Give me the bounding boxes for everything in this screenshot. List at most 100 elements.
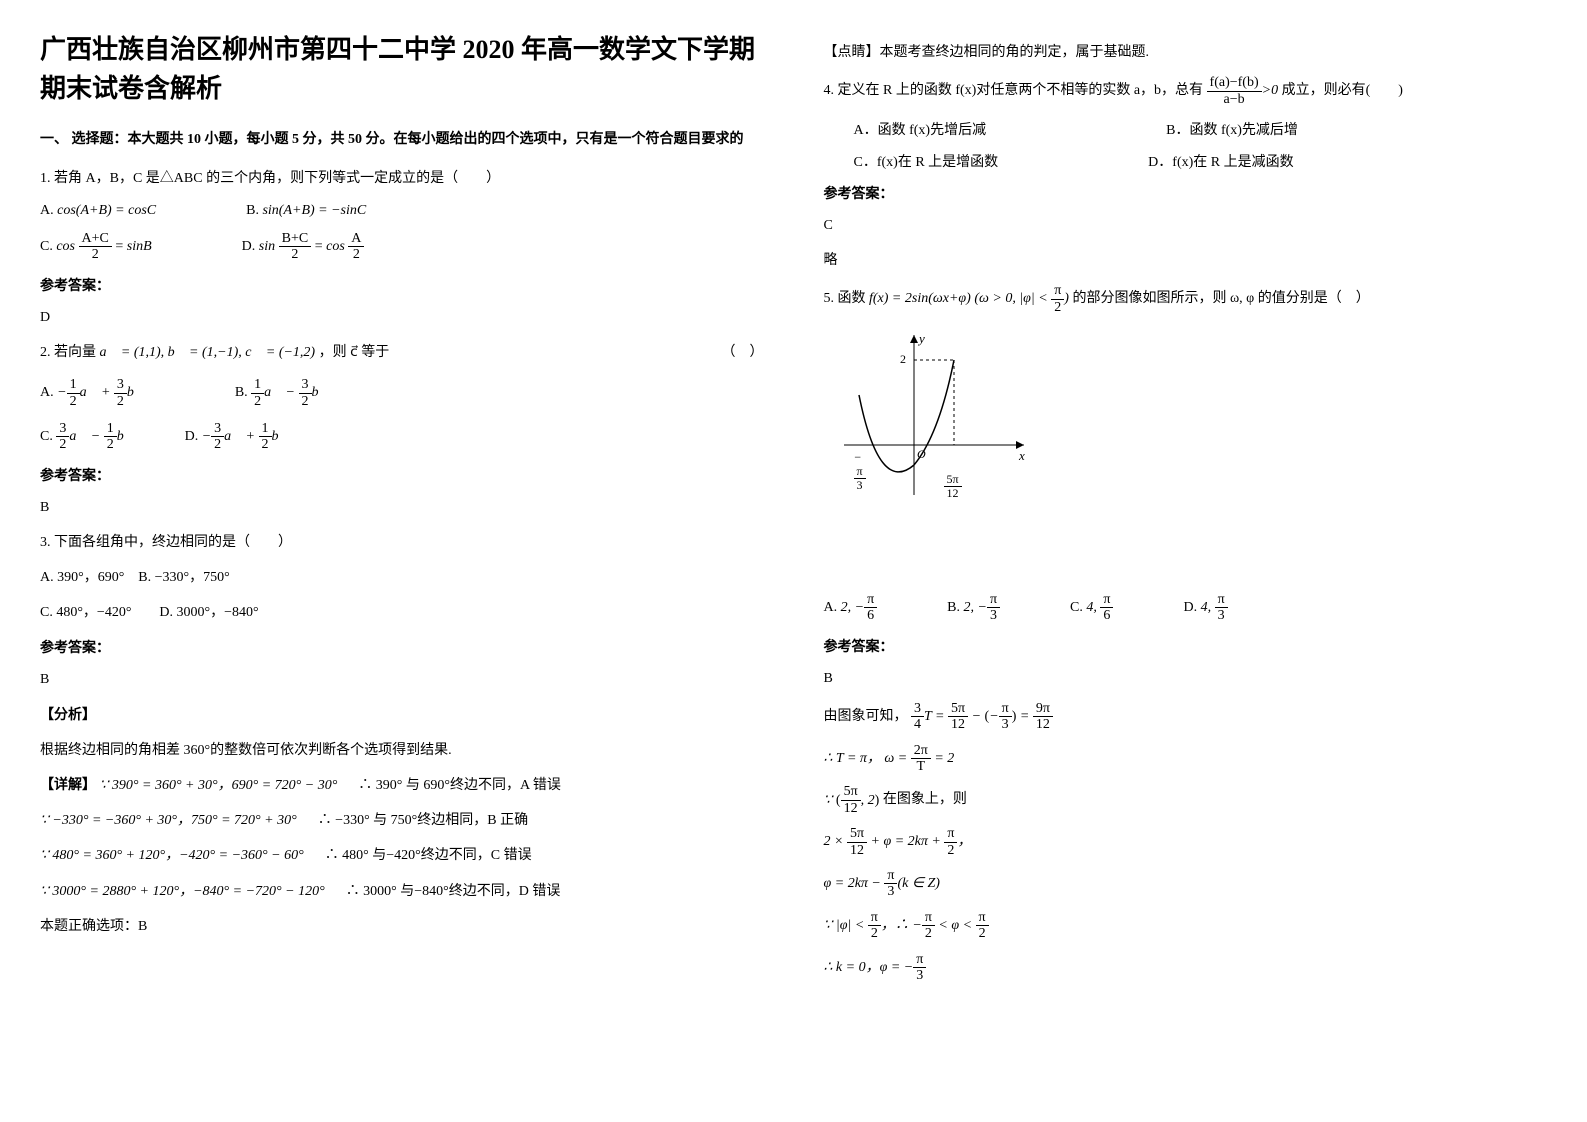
q4-opt-d: D．f(x)在 R 上是减函数 xyxy=(1148,151,1293,171)
y-arrow xyxy=(910,335,918,343)
q5-sol-4: 2 × 5π12 + φ = 2kπ + π2， xyxy=(824,826,1548,858)
q1-opt-c: C. cos A+C2 = sinB xyxy=(40,231,152,263)
q2-ans: B xyxy=(40,495,764,520)
q1-a-math: cos(A+B) = cosC xyxy=(57,203,156,218)
q3-l3a: ∵ 480° = 360° + 120°，−420° = −360° − 60° xyxy=(40,848,304,863)
q3-l1a: ∵ 390° = 360° + 30°，690° = 720° − 30° xyxy=(100,778,338,793)
q3-l4a: ∵ 3000° = 2880° + 120°，−840° = −720° − 1… xyxy=(40,884,325,899)
q4-opt-b: B．函数 f(x)先减后增 xyxy=(1166,119,1298,139)
q2-opt-d: D. −32a⃗ + 12b⃗ xyxy=(185,421,290,453)
q4-row1: A．函数 f(x)先增后减 B．函数 f(x)先减后增 xyxy=(824,119,1548,139)
q5-sol-5: φ = 2kπ − π3(k ∈ Z) xyxy=(824,868,1548,900)
q1-c-math: cos A+C2 = sinB xyxy=(56,239,151,254)
frac-top: A+C xyxy=(79,231,112,247)
q1-opt-b: B. sin(A+B) = −sinC xyxy=(246,203,366,219)
q5-sol-1: 由图象可知， 34T = 5π12 − (−π3) = 9π12 xyxy=(824,701,1548,733)
q1-b-math: sin(A+B) = −sinC xyxy=(262,203,366,218)
q2-ans-label: 参考答案： xyxy=(40,465,764,485)
q4-stem-post: 成立，则必有( ) xyxy=(1282,83,1403,98)
q5-graph: y 2 O x −π3 5π12 xyxy=(824,325,1548,580)
opt-prefix: B. xyxy=(947,600,963,615)
detail-label: 【详解】 xyxy=(40,778,96,793)
opt-prefix: D. xyxy=(242,239,259,254)
gt0: >0 xyxy=(1262,83,1278,98)
q4-note: 略 xyxy=(824,248,1548,273)
page-title: 广西壮族自治区柳州市第四十二中学 2020 年高一数学文下学期期末试卷含解析 xyxy=(40,30,764,108)
q1-opt-a: A. cos(A+B) = cosC xyxy=(40,203,156,219)
frac-top: A xyxy=(348,231,364,247)
frac-bot: 2 xyxy=(279,247,312,262)
opt-prefix: C. xyxy=(40,429,56,444)
q5-ans-label: 参考答案： xyxy=(824,636,1548,656)
q5-opt-c: C. 4, π6 xyxy=(1070,592,1113,624)
q2-vectors: a⃗ = (1,1), b⃗ = (1,−1), c⃗ = (−1,2) xyxy=(100,345,316,360)
x-tick-neg: −π3 xyxy=(854,450,874,492)
q5-options: A. 2, −π6 B. 2, −π3 C. 4, π6 D. 4, π3 xyxy=(824,592,1548,624)
q1-options-row1: A. cos(A+B) = cosC B. sin(A+B) = −sinC xyxy=(40,203,764,219)
q4-opt-c: C．f(x)在 R 上是增函数 xyxy=(854,151,999,171)
q3-l2a: ∵ −330° = −360° + 30°，750° = 720° + 30° xyxy=(40,813,297,828)
q3-analysis-label: 【分析】 xyxy=(40,703,764,728)
q2-stem: 2. 若向量 a⃗ = (1,1), b⃗ = (1,−1), c⃗ = (−1… xyxy=(40,340,764,365)
q5-sol-7: ∴ k = 0，φ = −π3 xyxy=(824,952,1548,984)
q2-opt-b: B. 12a⃗ − 32b⃗ xyxy=(235,377,330,409)
q5-sol-6: ∵ |φ| < π2，∴ −π2 < φ < π2 xyxy=(824,910,1548,942)
q3-l1b: ∴ 390° 与 690°终边不同，A 错误 xyxy=(358,778,561,793)
x-tick-5pi12: 5π12 xyxy=(944,473,968,500)
q5-opt-b: B. 2, −π3 xyxy=(947,592,1000,624)
q2-options-row2: C. 32a⃗ − 12b⃗ D. −32a⃗ + 12b⃗ xyxy=(40,421,764,453)
q3-stem: 3. 下面各组角中，终边相同的是（ ） xyxy=(40,530,764,555)
q1-opt-d: D. sin B+C2 = cos A2 xyxy=(242,231,365,263)
q5-cond-pre: (ω > 0, |φ| < xyxy=(974,291,1051,306)
opt-prefix: C. xyxy=(1070,600,1086,615)
q3-l3b: ∴ 480° 与−420°终边不同，C 错误 xyxy=(325,848,532,863)
section-1-head: 一、 选择题：本大题共 10 小题，每小题 5 分，共 50 分。在每小题给出的… xyxy=(40,128,764,152)
q4-ans-label: 参考答案： xyxy=(824,183,1548,203)
q5-sol-2: ∴ T = π， ω = 2πT = 2 xyxy=(824,743,1548,775)
q3-analysis-text: 根据终边相同的角相差 360°的整数倍可依次判断各个选项得到结果. xyxy=(40,738,764,763)
q3-opts-ab: A. 390°，690° B. −330°，750° xyxy=(40,565,764,590)
q5-fx: f(x) = 2sin(ωx+φ) xyxy=(869,291,971,306)
q4-opt-a: A．函数 f(x)先增后减 xyxy=(854,119,987,139)
q3-detail-4: ∵ 3000° = 2880° + 120°，−840° = −720° − 1… xyxy=(40,879,764,904)
q1-d-math: sin B+C2 = cos A2 xyxy=(259,239,365,254)
q3-detail-2: ∵ −330° = −360° + 30°，750° = 720° + 30° … xyxy=(40,808,764,833)
q3-ans: B xyxy=(40,667,764,692)
q1-ans: D xyxy=(40,305,764,330)
q5-cond-post: ) xyxy=(1064,291,1069,306)
left-column: 广西壮族自治区柳州市第四十二中学 2020 年高一数学文下学期期末试卷含解析 一… xyxy=(40,30,764,1092)
q4-stem-pre: 4. 定义在 R 上的函数 f(x)对任意两个不相等的实数 a，b，总有 xyxy=(824,83,1204,98)
frac-top: π xyxy=(1051,283,1064,299)
q5-sol-3: ∵ (5π12, 2) 在图象上，则 xyxy=(824,784,1548,816)
q3-detail-3: ∵ 480° = 360° + 120°，−420° = −360° − 60°… xyxy=(40,843,764,868)
opt-prefix: A. xyxy=(824,600,841,615)
frac-top: f(a)−f(b) xyxy=(1207,75,1262,91)
opt-prefix: D. xyxy=(185,429,202,444)
q5-stem-post: 的部分图像如图所示，则 ω, φ 的值分别是（ ） xyxy=(1072,291,1369,306)
q5-opt-d: D. 4, π3 xyxy=(1183,592,1227,624)
q5-ans: B xyxy=(824,666,1548,691)
q1-stem: 1. 若角 A，B，C 是△ABC 的三个内角，则下列等式一定成立的是（ ） xyxy=(40,166,764,191)
y-2: 2 xyxy=(900,352,906,366)
q3-topic: 【点睛】本题考查终边相同的角的判定，属于基础题. xyxy=(824,40,1548,65)
stem-pre: 2. 若向量 xyxy=(40,345,100,360)
q5-stem: 5. 函数 f(x) = 2sin(ωx+φ) (ω > 0, |φ| < π2… xyxy=(824,283,1548,315)
q1-ans-label: 参考答案： xyxy=(40,275,764,295)
opt-prefix: D. xyxy=(1183,600,1200,615)
q2-opt-c: C. 32a⃗ − 12b⃗ xyxy=(40,421,135,453)
opt-prefix: C. xyxy=(40,239,56,254)
opt-prefix: A. xyxy=(40,203,57,218)
opt-prefix: B. xyxy=(246,203,262,218)
q5-opt-a: A. 2, −π6 xyxy=(824,592,878,624)
right-column: 【点睛】本题考查终边相同的角的判定，属于基础题. 4. 定义在 R 上的函数 f… xyxy=(824,30,1548,1092)
frac-bot: 2 xyxy=(348,247,364,262)
q3-l2b: ∴ −330° 与 750°终边相同，B 正确 xyxy=(318,813,528,828)
frac-bot: a−b xyxy=(1207,92,1262,107)
q3-ans-label: 参考答案： xyxy=(40,637,764,657)
opt-prefix: A. xyxy=(40,385,57,400)
q2-options-row1: A. −12a⃗ + 32b⃗ B. 12a⃗ − 32b⃗ xyxy=(40,377,764,409)
q3-l4b: ∴ 3000° 与−840°终边不同，D 错误 xyxy=(346,884,561,899)
q2-opt-a: A. −12a⃗ + 32b⃗ xyxy=(40,377,145,409)
q4-row2: C．f(x)在 R 上是增函数 D．f(x)在 R 上是减函数 xyxy=(824,151,1548,171)
q1-options-row2: C. cos A+C2 = sinB D. sin B+C2 = cos A2 xyxy=(40,231,764,263)
